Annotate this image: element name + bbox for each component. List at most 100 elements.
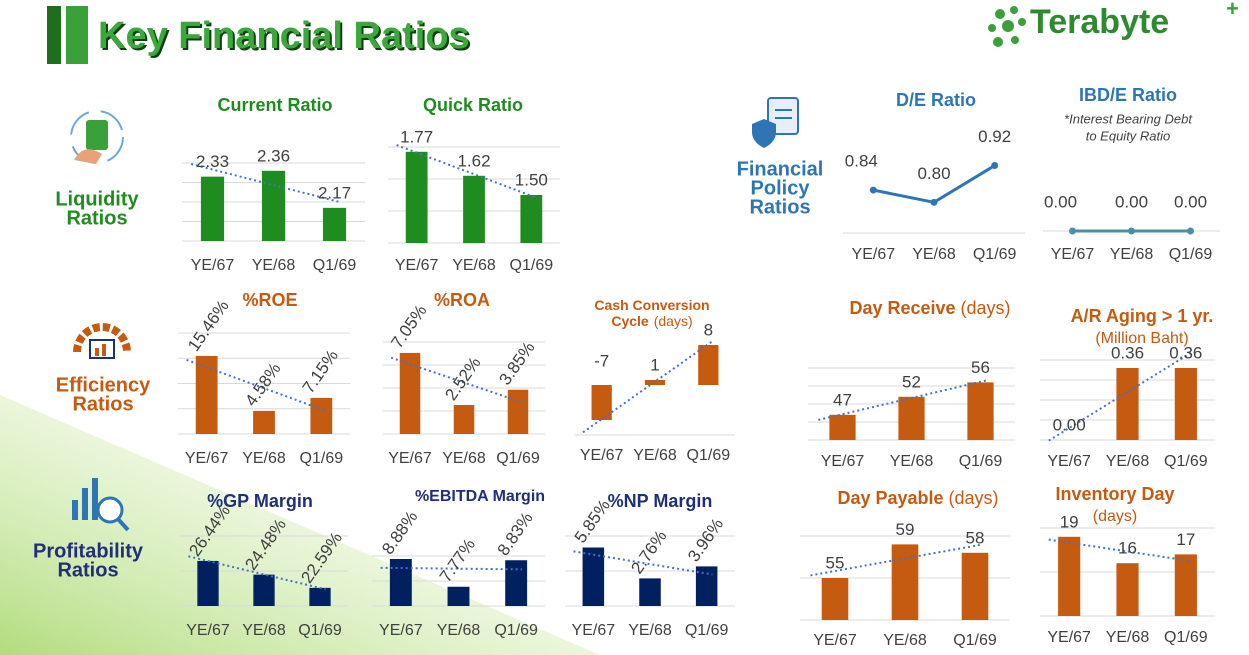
chart-title-text: Day Payable [837, 488, 943, 508]
x-tick-label: YE/68 [1106, 629, 1150, 646]
x-tick-label: Q1/69 [953, 632, 997, 649]
x-tick-label: YE/68 [883, 632, 927, 649]
value-label: 47 [833, 390, 852, 409]
x-tick-label: Q1/69 [685, 622, 729, 639]
value-label: 0.36 [1111, 343, 1144, 362]
chart-title: Inventory Day [1055, 484, 1174, 504]
bar [399, 352, 421, 434]
bar [591, 385, 612, 420]
value-label: 0.00 [1115, 192, 1148, 211]
chart-title: D/E Ratio [896, 90, 976, 110]
x-tick-label: YE/68 [437, 622, 481, 639]
chart-title-text: D/E Ratio [896, 90, 976, 110]
value-label: 1 [650, 355, 659, 374]
bar [898, 396, 925, 440]
chart-title-text: A/R Aging > 1 yr. [1071, 306, 1214, 326]
chart-title: %GP Margin [207, 491, 313, 511]
logo-mark: + [1226, 0, 1239, 21]
bar [309, 587, 331, 606]
bar [891, 544, 919, 620]
chart-unit: (Million Baht) [1095, 330, 1188, 347]
chart-title: Current Ratio [217, 95, 332, 115]
x-tick-label: YE/67 [186, 622, 230, 639]
value-label: 59 [896, 520, 915, 539]
chart-subtitle: *Interest Bearing Debt [1064, 111, 1193, 126]
x-tick-label: YE/67 [379, 622, 423, 639]
bar [829, 414, 856, 440]
point [869, 186, 877, 194]
bar [200, 176, 225, 241]
x-tick-label: YE/68 [1110, 246, 1154, 263]
x-tick-label: YE/67 [395, 257, 439, 274]
x-tick-label: YE/67 [813, 632, 857, 649]
trendline [1048, 538, 1192, 563]
chart-title: %ROA [434, 290, 490, 310]
point [930, 198, 938, 206]
value-label: 55 [826, 553, 845, 572]
value-label: 7.77% [436, 535, 479, 585]
trendline [582, 339, 715, 434]
logo-icon [988, 6, 1026, 47]
bar [197, 560, 219, 606]
bar [463, 175, 485, 243]
chart-title-text: Inventory Day [1055, 484, 1174, 504]
value-label: 8 [704, 320, 713, 339]
x-tick-label: YE/67 [821, 453, 865, 470]
x-tick-label: YE/68 [452, 257, 496, 274]
value-label: 8.83% [494, 509, 537, 559]
value-label: 0.80 [917, 164, 950, 183]
trendline [190, 163, 341, 204]
x-tick-label: YE/68 [1106, 453, 1150, 470]
x-tick-label: YE/67 [191, 257, 235, 274]
trendline [188, 555, 326, 591]
trendline [390, 356, 524, 404]
bar [1116, 563, 1139, 616]
x-tick-label: YE/67 [1047, 629, 1091, 646]
x-tick-label: YE/68 [442, 450, 486, 467]
x-tick-label: YE/68 [252, 257, 296, 274]
x-tick-label: Q1/69 [1164, 453, 1208, 470]
chart-title: Cycle (days) [611, 313, 692, 329]
value-label: 0.36 [1169, 343, 1202, 362]
chart-title: Day Receive (days) [849, 298, 1010, 318]
value-label: 7.05% [387, 301, 430, 351]
x-tick-label: Q1/69 [300, 450, 344, 467]
chart-title-text: %ROE [242, 290, 297, 310]
section-label: Efficiency [56, 374, 151, 396]
trendline [573, 550, 713, 576]
x-tick-label: Q1/69 [973, 246, 1017, 263]
value-label: 3.96% [684, 515, 727, 565]
chart-title-text: IBD/E Ratio [1079, 85, 1177, 105]
value-label: 0.00 [1174, 192, 1207, 211]
logo-text: Terabyte [1030, 3, 1169, 41]
chart-unit: (days) [1093, 508, 1137, 525]
trendline [818, 379, 988, 421]
x-tick-label: Q1/69 [1169, 246, 1213, 263]
x-tick-label: YE/68 [628, 622, 672, 639]
bar [698, 345, 719, 385]
x-tick-label: YE/67 [388, 450, 432, 467]
bar [695, 566, 718, 606]
point [1128, 227, 1135, 235]
x-tick-label: Q1/69 [510, 257, 554, 274]
chart-title: %ROE [242, 290, 297, 310]
value-label: 1.62 [457, 151, 490, 170]
section-label: Ratios [66, 207, 127, 229]
bar [453, 405, 475, 434]
bar [967, 382, 994, 440]
chart-title-text: Day Receive [849, 298, 955, 318]
x-tick-label: Q1/69 [494, 622, 538, 639]
trendline [810, 543, 983, 577]
chart-title-text: Quick Ratio [423, 95, 523, 115]
section-label: Ratios [749, 196, 810, 218]
value-label: 2.52% [441, 354, 484, 404]
trendline [380, 566, 522, 571]
chart-title-text: Current Ratio [217, 95, 332, 115]
bar [195, 355, 218, 434]
value-label: 19 [1060, 512, 1079, 531]
value-label: 0.00 [1053, 415, 1086, 434]
point [1187, 227, 1194, 235]
x-tick-label: Q1/69 [1164, 629, 1208, 646]
chart-title: Quick Ratio [423, 95, 523, 115]
trendline [396, 144, 538, 199]
